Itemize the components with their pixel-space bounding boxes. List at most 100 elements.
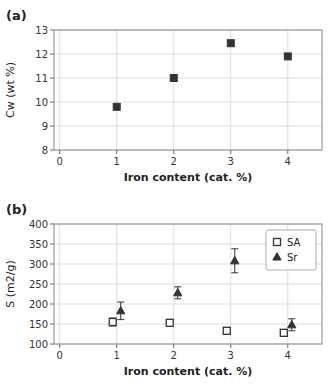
tick-label: 400: [29, 219, 48, 230]
legend-box: [266, 230, 316, 270]
data-point: [231, 256, 239, 263]
plot-background: [54, 30, 322, 150]
tick-mark: [50, 224, 54, 225]
tick-label: 0: [57, 350, 63, 361]
tick-mark: [50, 126, 54, 127]
data-point: [280, 329, 287, 336]
y-axis-label: Cw (wt %): [4, 62, 17, 118]
tick-mark: [116, 150, 117, 154]
tick-mark: [50, 264, 54, 265]
tick-mark: [50, 244, 54, 245]
tick-label: 200: [29, 299, 48, 310]
data-point: [117, 306, 125, 313]
grid-line: [54, 304, 322, 305]
tick-label: 4: [285, 156, 291, 167]
tick-label: 8: [42, 145, 48, 156]
error-bar: [231, 249, 238, 273]
tick-label: 2: [171, 350, 177, 361]
grid-line: [54, 54, 322, 55]
grid-line: [230, 30, 231, 150]
tick-label: 1: [114, 350, 120, 361]
data-point: [284, 53, 291, 60]
grid-line: [173, 30, 174, 150]
tick-mark: [173, 150, 174, 154]
legend-symbol: [273, 253, 281, 260]
error-bar: [174, 287, 181, 299]
grid-line: [287, 30, 288, 150]
tick-label: 0: [57, 156, 63, 167]
data-point: [166, 319, 173, 326]
marks: [113, 40, 291, 111]
legend-label: Sr: [287, 252, 298, 263]
tick-mark: [59, 344, 60, 348]
tick-label: 12: [35, 49, 48, 60]
plot-background: [54, 224, 322, 344]
tick-label: 9: [42, 121, 48, 132]
tick-mark: [230, 344, 231, 348]
error-bar: [166, 320, 173, 326]
grid-line: [54, 284, 322, 285]
error-bar: [223, 328, 230, 334]
error-bar: [109, 318, 116, 326]
panel-title: (a): [6, 8, 27, 23]
tick-label: 350: [29, 239, 48, 250]
tick-label: 13: [35, 25, 48, 36]
grid-line: [54, 324, 322, 325]
data-point: [113, 103, 120, 110]
grid-line: [54, 102, 322, 103]
tick-mark: [116, 344, 117, 348]
grid-line: [116, 30, 117, 150]
tick-label: 2: [171, 156, 177, 167]
tick-label: 3: [228, 156, 234, 167]
chart-root: (a)891011121301234Iron content (cat. %)C…: [0, 0, 333, 390]
y-axis-label: S (m2/g): [4, 260, 17, 307]
x-axis-label: Iron content (cat. %): [124, 171, 253, 184]
grid-line: [59, 224, 60, 344]
legend-label: SA: [287, 237, 301, 248]
data-point: [227, 40, 234, 47]
tick-label: 150: [29, 319, 48, 330]
plot-frame: [54, 224, 322, 344]
tick-mark: [50, 304, 54, 305]
tick-mark: [173, 344, 174, 348]
panel: (a)891011121301234Iron content (cat. %)C…: [4, 8, 322, 184]
tick-label: 3: [228, 350, 234, 361]
tick-label: 100: [29, 339, 48, 350]
tick-mark: [230, 150, 231, 154]
tick-mark: [287, 344, 288, 348]
tick-mark: [50, 284, 54, 285]
grid-line: [59, 30, 60, 150]
tick-mark: [287, 150, 288, 154]
data-point: [170, 75, 177, 82]
legend: SA Sr: [266, 230, 316, 270]
panel: (b) 100 150 200 250 300 350 400 0 1 2 3 4 Iron conten…: [4, 202, 322, 378]
x-axis-label: Iron content (cat. %): [124, 365, 253, 378]
error-bar: [288, 319, 295, 331]
legend-symbol: [274, 239, 281, 246]
tick-mark: [50, 344, 54, 345]
tick-label: 11: [35, 73, 48, 84]
tick-label: 300: [29, 259, 48, 270]
tick-mark: [50, 324, 54, 325]
tick-mark: [50, 30, 54, 31]
tick-label: 4: [285, 350, 291, 361]
grid-line: [230, 224, 231, 344]
grid-line: [54, 78, 322, 79]
tick-mark: [59, 150, 60, 154]
tick-mark: [50, 150, 54, 151]
tick-mark: [50, 54, 54, 55]
plot-frame: [54, 30, 322, 150]
tick-label: 10: [35, 97, 48, 108]
data-point: [109, 319, 116, 326]
data-point: [223, 327, 230, 334]
grid-line: [54, 126, 322, 127]
data-point: [288, 320, 296, 327]
error-bar: [117, 302, 124, 320]
data-point: [174, 288, 182, 295]
tick-label: 250: [29, 279, 48, 290]
error-bar: [280, 330, 287, 336]
tick-mark: [50, 78, 54, 79]
tick-label: 1: [114, 156, 120, 167]
panel-title: (b): [6, 202, 27, 217]
tick-mark: [50, 102, 54, 103]
